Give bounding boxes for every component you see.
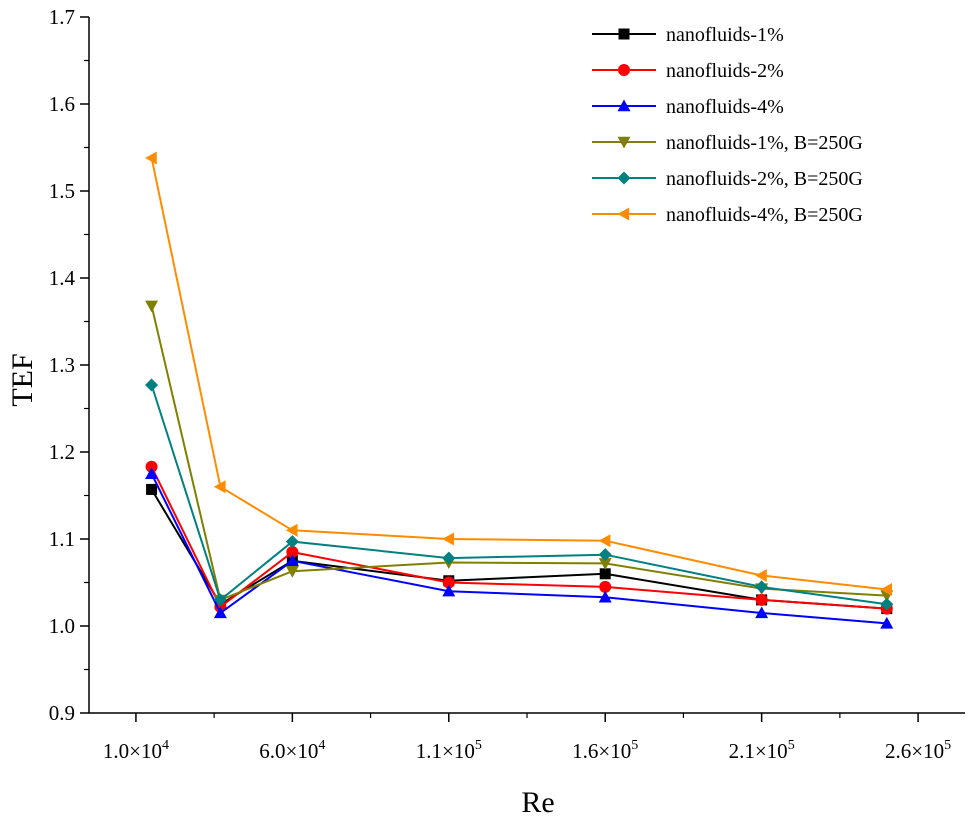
y-tick-label: 1.7 — [49, 5, 75, 29]
y-tick-label: 1.4 — [49, 266, 76, 290]
legend-entry: nanofluids-1% — [592, 24, 784, 46]
legend-entry: nanofluids-4% — [592, 96, 784, 118]
legend-marker — [617, 207, 630, 221]
data-point — [285, 523, 298, 537]
legend-marker — [617, 136, 631, 149]
legend-marker — [617, 171, 631, 185]
data-point — [145, 378, 159, 392]
legend-entry: nanofluids-1%, B=250G — [592, 132, 863, 154]
y-tick-label: 1.1 — [49, 527, 75, 551]
series-4 — [145, 300, 894, 607]
y-tick-label: 0.9 — [49, 701, 75, 725]
data-point — [145, 460, 158, 473]
data-point — [755, 580, 769, 594]
data-point — [213, 606, 227, 619]
data-point — [755, 593, 768, 606]
x-tick-label: 1.6×105 — [572, 738, 638, 763]
legend-marker — [618, 28, 630, 40]
data-point — [598, 548, 612, 562]
data-point — [286, 546, 299, 559]
x-axis-title: Re — [521, 786, 554, 819]
legend-marker — [618, 64, 630, 76]
y-tick-label: 1.0 — [49, 614, 75, 638]
series-line — [150, 488, 887, 610]
data-point — [442, 532, 454, 546]
y-tick-label: 1.2 — [49, 440, 75, 464]
data-point — [755, 569, 767, 583]
data-point — [146, 483, 158, 495]
series-line — [150, 384, 887, 606]
x-tick-label: 1.0×104 — [103, 738, 169, 763]
x-tick-label: 2.6×105 — [885, 738, 951, 763]
data-point — [880, 616, 894, 629]
legend-label: nanofluids-4%, B=250G — [666, 204, 863, 226]
data-point — [598, 558, 612, 570]
data-point — [442, 576, 455, 589]
y-axis-title: TEF — [6, 353, 39, 406]
legend-label: nanofluids-2% — [666, 60, 784, 82]
legend-label: nanofluids-4% — [666, 96, 784, 118]
x-tick-label: 2.1×105 — [729, 738, 795, 763]
series-6 — [145, 151, 892, 596]
y-tick-label: 1.3 — [49, 353, 75, 377]
data-point — [213, 480, 226, 494]
data-point — [285, 535, 299, 549]
legend-entry: nanofluids-2% — [592, 60, 784, 82]
legend-entry: nanofluids-4%, B=250G — [592, 204, 863, 226]
data-point — [285, 565, 299, 578]
legend-entry: nanofluids-2%, B=250G — [592, 168, 863, 190]
data-point — [880, 597, 894, 611]
data-point — [145, 300, 159, 313]
x-tick-label: 6.0×104 — [259, 738, 325, 763]
legend-label: nanofluids-2%, B=250G — [666, 168, 863, 190]
data-series — [145, 151, 894, 629]
x-tick-label: 1.1×105 — [416, 738, 482, 763]
series-2 — [145, 460, 893, 615]
data-point — [598, 534, 611, 548]
legend-label: nanofluids-1%, B=250G — [666, 132, 863, 154]
data-point — [599, 580, 612, 593]
data-point — [442, 584, 456, 597]
data-point — [880, 582, 892, 596]
series-5 — [145, 378, 894, 611]
data-point — [599, 568, 611, 580]
y-tick-label: 1.5 — [49, 179, 75, 203]
legend-label: nanofluids-1% — [666, 24, 784, 46]
data-point — [442, 551, 456, 565]
series-line — [150, 466, 887, 610]
legend: nanofluids-1% nanofluids-2% nanofluids-4% n… — [592, 24, 863, 226]
data-point — [598, 590, 612, 603]
legend-marker — [617, 99, 631, 112]
axis-ticks: 0.9 1.0 1.1 1.2 1.3 1.4 1.5 1.6 1.7 1.0×104 6.0×10… — [49, 5, 951, 763]
data-point — [285, 554, 299, 566]
data-point — [145, 151, 157, 165]
data-point — [213, 593, 227, 607]
data-point — [145, 467, 159, 479]
y-tick-label: 1.6 — [49, 92, 75, 116]
data-point — [755, 606, 769, 619]
series-3 — [145, 467, 894, 629]
